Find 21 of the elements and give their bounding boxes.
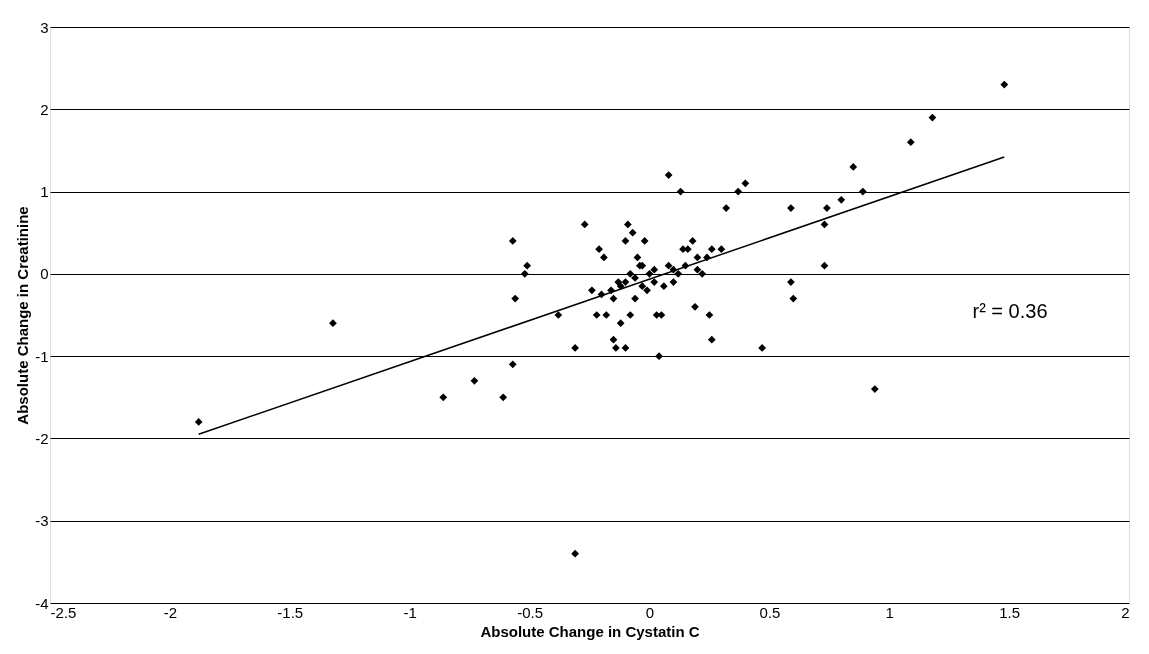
y-tick-label: 2	[40, 100, 49, 118]
y-axis-title: Absolute Change in Creatinine	[14, 206, 32, 425]
annotation: r² = 0.36	[972, 300, 1048, 322]
y-tick-label: -2	[35, 429, 49, 447]
x-tick-label: 0	[645, 603, 655, 621]
x-tick-label: 1	[885, 603, 894, 621]
x-tick-label: -0.5	[517, 603, 543, 621]
y-tick-label: -3	[35, 512, 49, 530]
x-axis-title: Absolute Change in Cystatin C	[480, 622, 700, 640]
x-tick-label: -2.5	[50, 603, 77, 621]
y-tick-label: 0	[40, 265, 49, 283]
y-tick-label: -1	[35, 347, 49, 365]
y-tick-label: 1	[40, 183, 49, 201]
y-tick-label: -4	[35, 594, 49, 612]
x-tick-label: 0.5	[759, 603, 781, 621]
x-tick-label: -1	[403, 603, 417, 621]
x-tick-label: -1.5	[277, 603, 304, 621]
y-tick-label: 3	[40, 18, 49, 36]
x-tick-label: 2	[1121, 603, 1130, 621]
x-tick-label: -2	[163, 603, 178, 621]
x-tick-label: 1.5	[999, 603, 1021, 621]
